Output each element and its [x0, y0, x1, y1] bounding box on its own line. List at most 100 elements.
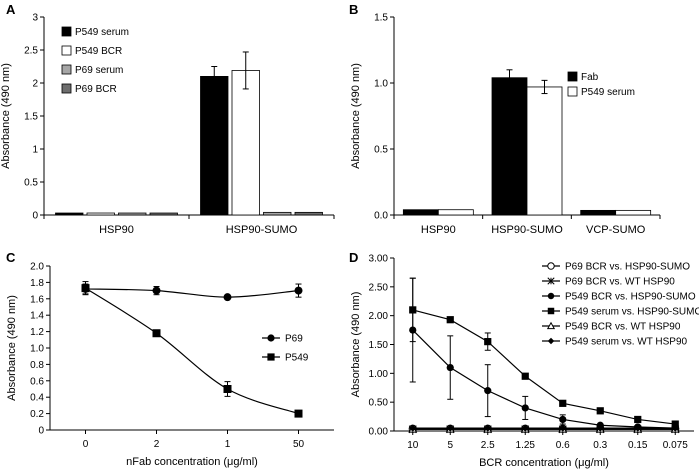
panel-label-c: C — [6, 250, 16, 265]
marker-circle — [547, 292, 555, 300]
x-tick-label: 50 — [293, 439, 305, 450]
x-category-label: VCP-SUMO — [586, 224, 646, 236]
marker-circle — [152, 286, 161, 295]
x-tick-label: 10 — [407, 440, 419, 451]
marker-square — [559, 399, 567, 407]
panel-label-a: A — [6, 2, 16, 17]
marker-square — [294, 409, 303, 418]
panel-label-d: D — [349, 250, 358, 265]
marker-square — [671, 420, 679, 428]
y-tick-label: 0 — [38, 426, 44, 437]
x-tick-label: 1 — [225, 439, 231, 450]
y-tick-label: 0.5 — [374, 145, 388, 156]
bar-fab — [580, 209, 617, 216]
marker-diamond — [634, 424, 642, 432]
y-tick-label: 1.4 — [30, 311, 44, 322]
y-tick-label: 0.50 — [369, 398, 389, 409]
marker-diamond — [547, 337, 555, 345]
marker-square — [152, 329, 161, 338]
legend-label: P69 BCR — [75, 84, 117, 95]
bar-fab — [402, 209, 439, 216]
marker-diamond — [484, 424, 492, 432]
x-tick-label: 5 — [447, 440, 453, 451]
y-tick-label: 0.5 — [24, 178, 38, 189]
bar-p549-serum — [526, 86, 563, 216]
y-tick-label: 1 — [32, 145, 38, 156]
marker-square — [223, 385, 232, 393]
y-tick-label: 0.2 — [30, 409, 44, 420]
x-tick-label: 0.075 — [663, 440, 688, 451]
legend-label: P549 serum — [75, 27, 129, 38]
x-tick-label: 2.5 — [481, 440, 495, 451]
y-axis-label: Absorbance (490 nm) — [6, 295, 18, 401]
marker-circle — [294, 286, 303, 295]
legend-label: P549 serum — [581, 87, 635, 98]
y-tick-label: 0.6 — [30, 376, 44, 387]
legend-label: P549 BCR vs. WT HSP90 — [565, 322, 681, 333]
marker-circle — [223, 293, 232, 302]
y-axis-label: Absorbance (490 nm) — [350, 292, 362, 398]
series-line-p69 — [85, 288, 299, 298]
legend-label: P549 — [285, 353, 309, 364]
y-axis-label: Absorbance (490 nm) — [350, 63, 362, 169]
panels: 0 0.5 1 1.5 2 2.5 3 Absorbance (490 nm) HSP90 HSP… — [0, 13, 699, 470]
x-axis-label: BCR concentration (μg/ml) — [479, 457, 609, 469]
bar-p549-bcr — [86, 212, 115, 216]
y-tick-label: 3.00 — [369, 254, 389, 265]
y-tick-label: 1.00 — [369, 369, 389, 380]
y-tick-label: 0 — [32, 211, 38, 222]
bar-p549-serum — [437, 209, 474, 216]
y-tick-label: 2.5 — [24, 46, 38, 57]
x-tick-label: 2 — [154, 439, 160, 450]
bar-p549-bcr — [231, 70, 260, 216]
y-tick-label: 0.8 — [30, 360, 44, 371]
marker-square — [484, 338, 492, 346]
x-axis-label: nFab concentration (μg/ml) — [126, 456, 258, 468]
legend-swatch — [61, 83, 72, 94]
x-category-label: HSP90-SUMO — [491, 224, 563, 236]
marker-square — [596, 407, 604, 415]
y-tick-label: 1.5 — [24, 112, 38, 123]
y-tick-label: 2.0 — [30, 262, 44, 273]
y-tick-label: 1.0 — [374, 79, 388, 90]
series-line-p549 — [85, 287, 299, 415]
legend-swatch — [567, 71, 578, 82]
x-tick-label: 0.3 — [593, 440, 607, 451]
marker-square — [521, 372, 529, 380]
legend-label: P549 serum vs. WT HSP90 — [565, 337, 688, 348]
y-tick-label: 2.50 — [369, 282, 389, 293]
legend-label: P69 BCR vs. WT HSP90 — [565, 277, 675, 288]
y-tick-label: 2.00 — [369, 311, 389, 322]
x-category-label: HSP90 — [421, 224, 456, 236]
marker-circle — [446, 363, 454, 372]
marker-square — [409, 306, 417, 314]
y-tick-label: 3 — [32, 13, 38, 24]
marker-open-circle — [547, 262, 555, 270]
marker-open-triangle — [546, 321, 556, 330]
x-tick-label: 0 — [83, 439, 89, 450]
marker-diamond — [559, 424, 567, 432]
marker-square — [267, 353, 275, 361]
marker-square — [446, 316, 454, 324]
legend-label: P549 BCR — [75, 46, 122, 57]
bar-p69-serum — [263, 211, 292, 216]
marker-star — [547, 277, 555, 285]
legend-label: P549 serum vs. HSP90-SUMO — [565, 307, 699, 318]
y-tick-label: 1.6 — [30, 294, 44, 305]
marker-diamond — [596, 424, 604, 432]
marker-diamond — [671, 424, 679, 432]
y-tick-label: 1.0 — [30, 344, 44, 355]
marker-diamond — [446, 424, 454, 432]
panel-label-b: B — [349, 2, 358, 17]
marker-circle — [521, 404, 529, 412]
bar-p69-bcr — [149, 212, 178, 216]
x-tick-label: 1.25 — [516, 440, 536, 451]
y-tick-label: 0.4 — [30, 393, 44, 404]
legend-swatch — [61, 26, 72, 37]
x-tick-label: 0.15 — [628, 440, 648, 451]
y-axis-label: Absorbance (490 nm) — [0, 63, 12, 169]
x-category-label: HSP90 — [99, 224, 134, 236]
bar-p69-bcr — [294, 211, 323, 216]
series-line-p549-serum-vs-hsp90-sumo — [412, 309, 676, 425]
